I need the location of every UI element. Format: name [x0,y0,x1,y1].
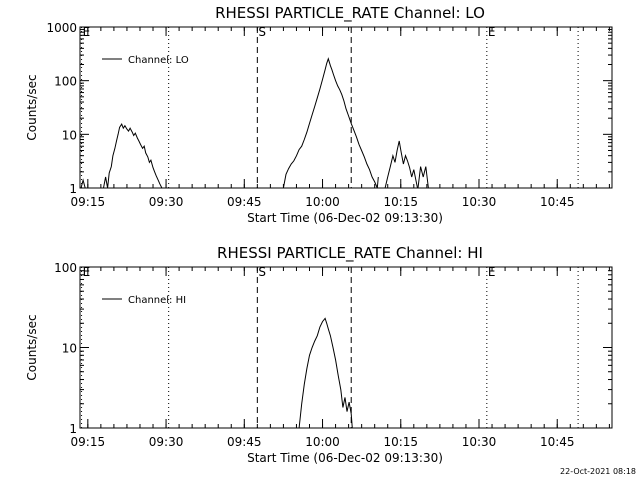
chart-hi-x-tick-label: 10:30 [462,435,497,449]
chart-hi-series [298,317,353,429]
chart-lo-y-axis-label: Counts/sec [25,74,39,140]
chart-lo-series-line-2 [282,57,379,189]
chart-hi-marker-label-4: E [488,265,496,279]
chart-hi-x-tick-label: 09:15 [71,435,106,449]
chart-lo-marker-label-2: S [258,25,266,39]
chart-lo-plot-frame [79,26,613,189]
chart-hi-y-tick-label: 100 [54,261,77,275]
chart-hi-y-axis-label: Counts/sec [25,314,39,380]
chart-hi: RHESSI PARTICLE_RATE Channel: HI E S E 1 10… [25,244,613,465]
chart-lo-x-axis-label: Start Time (06-Dec-02 09:13:30) [247,211,443,225]
chart-hi-x-tick-label: 10:00 [305,435,340,449]
chart-lo-marker-label-0: E [83,25,91,39]
chart-hi-x-axis: 09:15 09:30 09:45 10:00 10:15 10:30 10:45 [71,267,610,449]
chart-hi-x-tick-label: 09:45 [227,435,262,449]
chart-lo-x-tick-label: 09:45 [227,195,262,209]
chart-hi-x-tick-label: 09:30 [149,435,184,449]
generated-timestamp: 22-Oct-2021 08:18 [560,467,636,476]
chart-lo-marker-label-4: E [488,25,496,39]
chart-hi-x-tick-label: 10:45 [540,435,575,449]
chart-hi-x-axis-label: Start Time (06-Dec-02 09:13:30) [247,451,443,465]
chart-hi-marker-label-2: S [258,265,266,279]
chart-lo-title: RHESSI PARTICLE_RATE Channel: LO [215,4,485,23]
chart-lo-x-tick-label: 09:30 [149,195,184,209]
chart-lo-legend-label: Channel: LO [128,55,189,66]
chart-lo-series-line-3 [384,140,418,189]
chart-lo-y-tick-label: 1 [69,182,77,196]
chart-hi-x-tick-label: 10:15 [383,435,418,449]
chart-lo-series [80,57,429,189]
chart-hi-y-axis: 1 10 100 [54,261,612,436]
chart-hi-series-line-0 [298,317,353,429]
chart-lo: RHESSI PARTICLE_RATE Channel: LO E S E 1 10… [25,4,613,225]
chart-lo-x-tick-label: 10:45 [540,195,575,209]
chart-lo-series-line-1 [103,123,163,189]
chart-lo-y-tick-label: 100 [54,75,77,89]
chart-lo-x-tick-label: 10:30 [462,195,497,209]
chart-lo-series-line-4 [417,166,429,189]
chart-hi-title: RHESSI PARTICLE_RATE Channel: HI [217,244,483,263]
chart-lo-legend: Channel: LO [102,55,189,66]
chart-lo-x-tick-label: 09:15 [71,195,106,209]
chart-lo-x-tick-label: 10:00 [305,195,340,209]
chart-lo-y-axis: 1 10 100 1000 [46,21,612,196]
chart-lo-y-tick-label: 1000 [46,21,77,35]
chart-hi-legend-label: Channel: HI [128,295,186,306]
chart-hi-y-tick-label: 1 [69,422,77,436]
chart-lo-x-tick-label: 10:15 [383,195,418,209]
chart-lo-x-axis: 09:15 09:30 09:45 10:00 10:15 10:30 10:45 [71,27,610,209]
chart-lo-y-tick-label: 10 [62,128,77,142]
chart-hi-marker-label-0: E [83,265,91,279]
chart-hi-y-tick-label: 10 [62,342,77,356]
chart-lo-series-line-0 [80,178,87,189]
chart-hi-legend: Channel: HI [102,295,186,306]
